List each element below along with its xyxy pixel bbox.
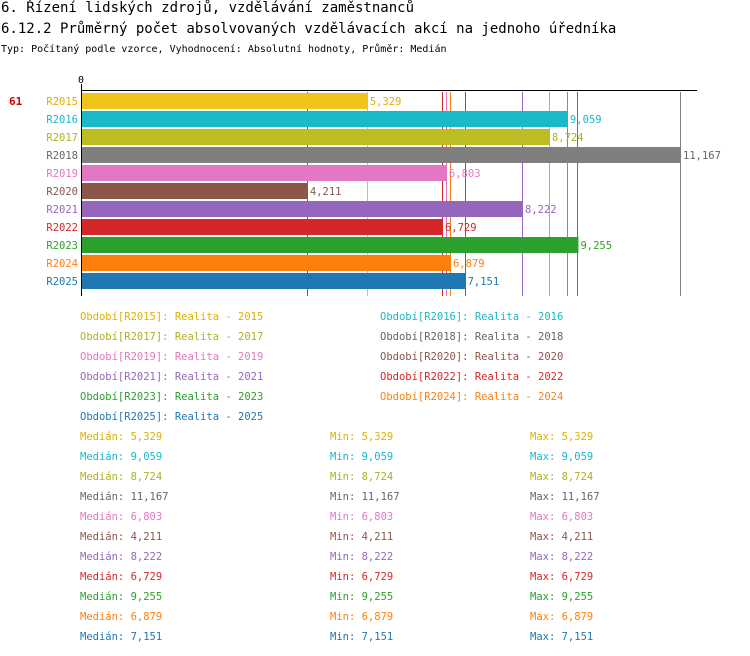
- bar: [82, 111, 568, 127]
- stat-max: Max: 6,729: [530, 571, 594, 583]
- data-label: 6,803: [449, 168, 481, 180]
- bar: [82, 255, 451, 271]
- category-label: R2019: [46, 168, 78, 180]
- legend-item: Období[R2018]: Realita - 2018: [380, 331, 564, 343]
- legend-item: Období[R2019]: Realita - 2019: [80, 351, 264, 363]
- stat-max: Max: 9,255: [530, 591, 594, 603]
- stat-median: Medián: 6,803: [80, 511, 163, 523]
- stat-max: Max: 6,879: [530, 611, 594, 623]
- data-label: 7,151: [468, 276, 500, 288]
- data-label: 9,255: [580, 240, 612, 252]
- bar: [82, 129, 550, 145]
- stat-max: Max: 6,803: [530, 511, 594, 523]
- category-label: R2021: [46, 204, 78, 216]
- bar: [82, 183, 308, 199]
- legend-item: Období[R2015]: Realita - 2015: [80, 311, 264, 323]
- stat-min: Min: 11,167: [330, 491, 400, 503]
- bar: [82, 201, 524, 217]
- stat-min: Min: 6,729: [330, 571, 394, 583]
- stat-median: Medián: 6,729: [80, 571, 163, 583]
- bar: [82, 219, 443, 235]
- stat-max: Max: 5,329: [530, 431, 594, 443]
- stat-median: Medián: 4,211: [80, 531, 163, 543]
- legend-item: Období[R2020]: Realita - 2020: [380, 351, 564, 363]
- legend-item: Období[R2022]: Realita - 2022: [380, 371, 564, 383]
- category-label: R2018: [46, 150, 78, 162]
- stat-min: Min: 4,211: [330, 531, 394, 543]
- stat-max: Max: 11,167: [530, 491, 600, 503]
- stat-min: Min: 6,803: [330, 511, 394, 523]
- stat-median: Medián: 8,724: [80, 471, 163, 483]
- data-label: 5,329: [370, 96, 402, 108]
- stat-min: Min: 8,222: [330, 551, 394, 563]
- chart-title: 6.12.2 Průměrný počet absolvovaných vzdě…: [1, 21, 617, 37]
- stat-median: Medián: 5,329: [80, 431, 163, 443]
- data-label: 6,729: [445, 222, 477, 234]
- data-label: 8,724: [552, 132, 584, 144]
- category-label: R2017: [46, 132, 78, 144]
- category-label: R2015: [46, 96, 78, 108]
- category-label: R2020: [46, 186, 78, 198]
- stat-min: Min: 7,151: [330, 631, 394, 643]
- category-label: R2025: [46, 276, 78, 288]
- stat-median: Medián: 9,059: [80, 451, 163, 463]
- data-label: 6,879: [453, 258, 485, 270]
- stat-min: Min: 5,329: [330, 431, 394, 443]
- legend-item: Období[R2025]: Realita - 2025: [80, 411, 264, 423]
- x-tick-label-zero: 0: [78, 75, 84, 86]
- stat-min: Min: 9,255: [330, 591, 394, 603]
- legend-item: Období[R2017]: Realita - 2017: [80, 331, 264, 343]
- data-label: 9,059: [570, 114, 602, 126]
- bar: [82, 273, 466, 289]
- row-marker: 61: [9, 95, 23, 108]
- chart-meta: Typ: Počítaný podle vzorce, Vyhodnocení:…: [1, 44, 447, 55]
- page-title: 6. Řízení lidských zdrojů, vzdělávání za…: [1, 0, 415, 16]
- stat-median: Medián: 8,222: [80, 551, 163, 563]
- bar: [82, 93, 368, 109]
- stat-median: Medián: 11,167: [80, 491, 169, 503]
- bar: [82, 165, 447, 181]
- stat-max: Max: 4,211: [530, 531, 594, 543]
- stat-max: Max: 8,724: [530, 471, 594, 483]
- category-label: R2024: [46, 258, 78, 270]
- category-label: R2022: [46, 222, 78, 234]
- stat-max: Max: 7,151: [530, 631, 594, 643]
- stat-min: Min: 9,059: [330, 451, 394, 463]
- bar: [82, 147, 681, 163]
- category-label: R2023: [46, 240, 78, 252]
- data-label: 8,222: [525, 204, 557, 216]
- stat-max: Max: 8,222: [530, 551, 594, 563]
- stat-min: Min: 8,724: [330, 471, 394, 483]
- legend-item: Období[R2016]: Realita - 2016: [380, 311, 564, 323]
- bar-chart: 0 61 R2015 5,329 R2016 9,059 R2017 8,724 R2018 11…: [9, 75, 721, 296]
- bar: [82, 237, 579, 253]
- stat-median: Medián: 7,151: [80, 631, 163, 643]
- stat-max: Max: 9,059: [530, 451, 594, 463]
- legend-item: Období[R2023]: Realita - 2023: [80, 391, 264, 403]
- stat-median: Medián: 9,255: [80, 591, 163, 603]
- data-label: 11,167: [683, 150, 721, 162]
- category-label: R2016: [46, 114, 78, 126]
- data-label: 4,211: [310, 186, 342, 198]
- stat-median: Medián: 6,879: [80, 611, 163, 623]
- stat-min: Min: 6,879: [330, 611, 394, 623]
- legend-item: Období[R2024]: Realita - 2024: [380, 391, 564, 403]
- legend-item: Období[R2021]: Realita - 2021: [80, 371, 264, 383]
